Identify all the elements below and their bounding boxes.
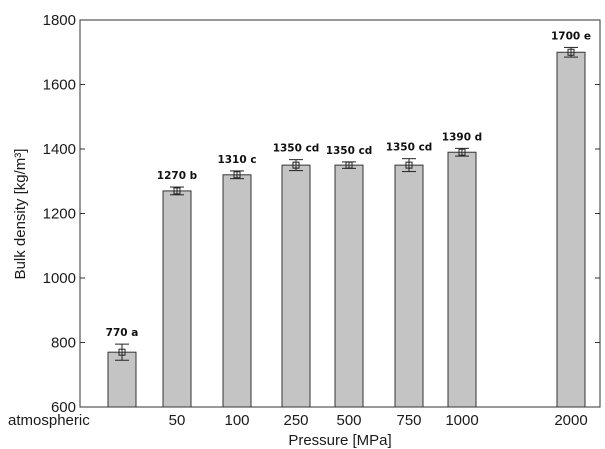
bar [447, 151, 477, 408]
x-tick-label: 750 [396, 412, 421, 429]
bar [222, 174, 252, 408]
x-tick-label: 250 [283, 412, 308, 429]
x-tick-label: 1000 [445, 412, 478, 429]
y-tick-label: 1800 [43, 12, 76, 29]
y-tick-label: 1400 [43, 141, 76, 158]
data-label: 770 a [106, 327, 139, 339]
plot-frame [79, 19, 601, 408]
data-label: 1350 cd [273, 143, 320, 155]
mean-marker [173, 187, 181, 195]
x-axis-title: Pressure [MPa] [288, 432, 391, 449]
bars [107, 51, 586, 408]
y-axis-title: Bulk density [kg/m³] [12, 149, 29, 280]
bar [394, 164, 424, 408]
mean-marker [292, 161, 300, 169]
mean-marker [345, 161, 353, 169]
data-label: 1350 cd [326, 145, 373, 157]
mean-marker [458, 148, 466, 156]
y-tick-label: 800 [51, 335, 76, 352]
mean-marker [118, 348, 126, 356]
data-label: 1310 c [217, 154, 256, 166]
data-label: 1270 b [157, 170, 198, 182]
x-axis-tick-labels: atmospheric 50 100 250 500 750 1000 2000 [8, 412, 588, 429]
bar [162, 190, 192, 408]
y-tick-label: 600 [51, 399, 76, 416]
data-labels: 770 a 1270 b 1310 c 1350 cd 1350 cd 1350 cd 13… [106, 30, 591, 339]
bar [107, 351, 137, 408]
x-tick-label: 100 [224, 412, 249, 429]
data-label: 1700 e [551, 30, 591, 42]
x-tick-label: 2000 [554, 412, 587, 429]
error-bars [115, 46, 578, 361]
x-tick-label: atmospheric [8, 412, 90, 429]
data-label: 1390 d [442, 131, 482, 143]
mean-marker [567, 48, 575, 56]
mean-marker [405, 161, 413, 169]
x-tick-label: 500 [336, 412, 361, 429]
y-tick-label: 1200 [43, 206, 76, 223]
mean-marker [233, 171, 241, 179]
bar [334, 164, 364, 408]
y-tick-label: 1600 [43, 77, 76, 94]
x-tick-label: 50 [169, 412, 186, 429]
y-tick-label: 1000 [43, 270, 76, 287]
data-label: 1350 cd [386, 142, 433, 154]
bar [556, 51, 586, 408]
bar [281, 164, 311, 408]
